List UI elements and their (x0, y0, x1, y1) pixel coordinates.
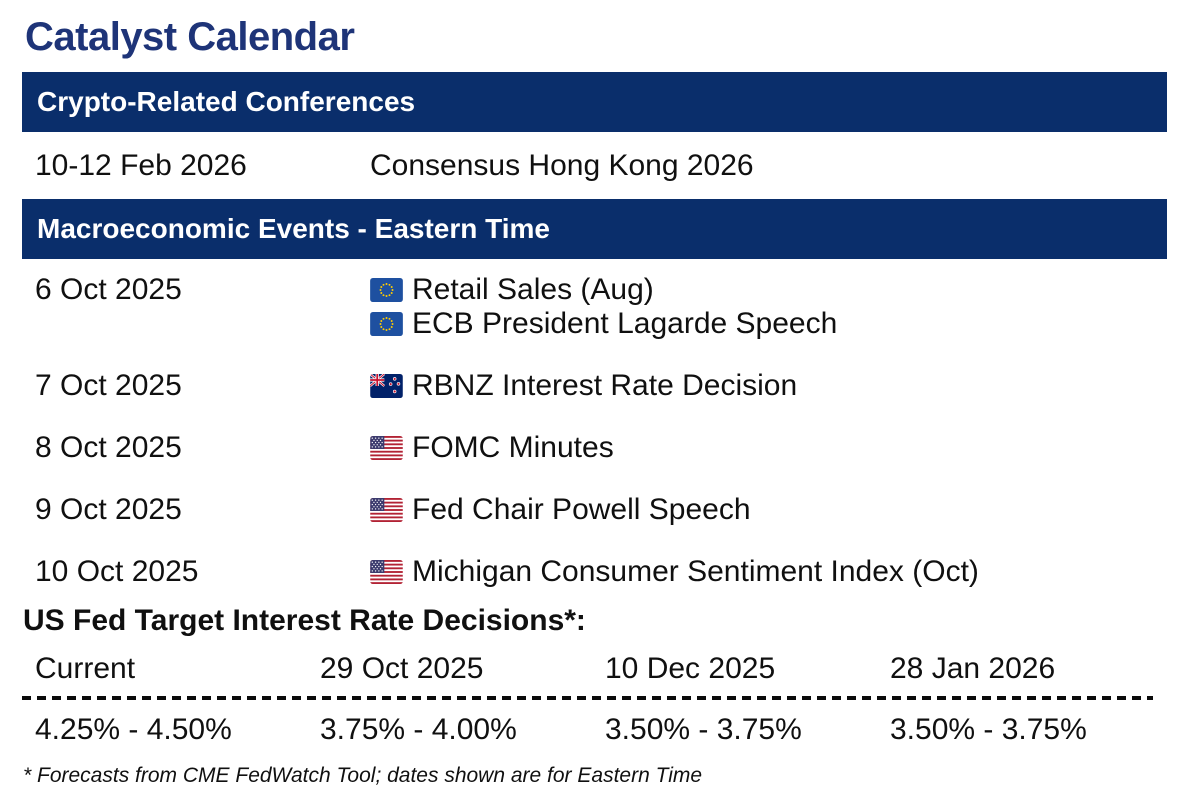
event-list: Fed Chair Powell Speech (370, 493, 751, 527)
conferences-section-header-label: Crypto-Related Conferences (37, 86, 416, 117)
conference-row: 10-12 Feb 2026 Consensus Hong Kong 2026 (22, 132, 1167, 199)
macro-event-row: 7 Oct 2025 RBNZ Interest Rate Decision (35, 369, 1167, 403)
rate-value: 3.50% - 3.75% (890, 713, 1087, 746)
page-title: Catalyst Calendar (25, 15, 355, 59)
event-date: 7 Oct 2025 (35, 369, 182, 402)
event-text: Michigan Consumer Sentiment Index (Oct) (412, 555, 979, 588)
event-item: FOMC Minutes (370, 431, 614, 465)
event-item: Retail Sales (Aug) (370, 273, 837, 307)
rate-value: 4.25% - 4.50% (35, 713, 232, 746)
event-list: RBNZ Interest Rate Decision (370, 369, 797, 403)
us-flag-icon (370, 560, 403, 584)
event-list: FOMC Minutes (370, 431, 614, 465)
event-list: Retail Sales (Aug) ECB President Lagarde… (370, 273, 837, 341)
event-text: Retail Sales (Aug) (412, 273, 654, 306)
event-date: 6 Oct 2025 (35, 273, 182, 306)
macro-section-header-label: Macroeconomic Events - Eastern Time (37, 213, 550, 244)
event-item: ECB President Lagarde Speech (370, 307, 837, 341)
footnote: * Forecasts from CME FedWatch Tool; date… (23, 764, 703, 787)
event-text: ECB President Lagarde Speech (412, 307, 838, 340)
macro-section-header: Macroeconomic Events - Eastern Time (22, 199, 1167, 259)
event-item: Michigan Consumer Sentiment Index (Oct) (370, 555, 979, 589)
event-item: RBNZ Interest Rate Decision (370, 369, 797, 403)
conferences-section-header: Crypto-Related Conferences (22, 72, 1167, 132)
macro-event-row: 10 Oct 2025 Michigan Consumer Sentiment … (35, 555, 1167, 589)
rates-column-header: 29 Oct 2025 (320, 652, 484, 685)
eu-flag-icon (370, 312, 403, 336)
conference-name: Consensus Hong Kong 2026 (370, 148, 754, 182)
event-text: RBNZ Interest Rate Decision (412, 369, 798, 402)
rates-column-header: Current (35, 652, 136, 685)
event-text: FOMC Minutes (412, 431, 614, 464)
rate-value: 3.75% - 4.00% (320, 713, 517, 746)
macro-event-row: 9 Oct 2025 Fed Chair Powell Speech (35, 493, 1167, 527)
rates-values-row: 4.25% - 4.50% 3.75% - 4.00% 3.50% - 3.75… (35, 712, 1167, 748)
macro-events-table: 6 Oct 2025 Retail Sales (Aug) ECB Presid… (22, 259, 1167, 589)
event-item: Fed Chair Powell Speech (370, 493, 751, 527)
us-flag-icon (370, 436, 403, 460)
macro-event-row: 6 Oct 2025 Retail Sales (Aug) ECB Presid… (35, 273, 1167, 341)
rates-column-header: 10 Dec 2025 (605, 652, 776, 685)
rates-heading: US Fed Target Interest Rate Decisions*: (23, 604, 586, 637)
event-text: Fed Chair Powell Speech (412, 493, 751, 526)
rates-column-header: 28 Jan 2026 (890, 652, 1056, 685)
event-date: 10 Oct 2025 (35, 555, 199, 588)
event-date: 8 Oct 2025 (35, 431, 182, 464)
macro-event-row: 8 Oct 2025 FOMC Minutes (35, 431, 1167, 465)
rate-value: 3.50% - 3.75% (605, 713, 802, 746)
us-flag-icon (370, 498, 403, 522)
conference-date: 10-12 Feb 2026 (35, 148, 247, 182)
eu-flag-icon (370, 278, 403, 302)
event-date: 9 Oct 2025 (35, 493, 182, 526)
dashed-divider (22, 696, 1153, 700)
nz-flag-icon (370, 374, 403, 398)
rates-header-row: Current 29 Oct 2025 10 Dec 2025 28 Jan 2… (35, 651, 1167, 687)
event-list: Michigan Consumer Sentiment Index (Oct) (370, 555, 979, 589)
